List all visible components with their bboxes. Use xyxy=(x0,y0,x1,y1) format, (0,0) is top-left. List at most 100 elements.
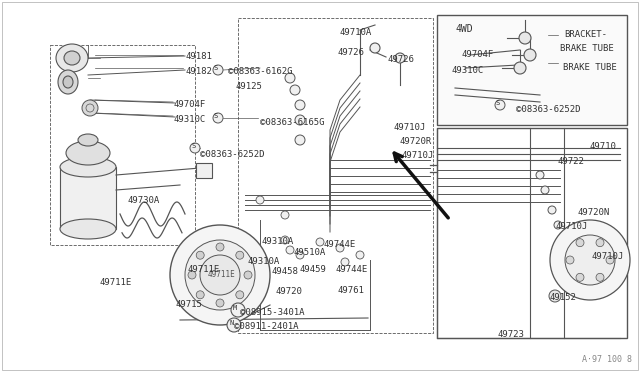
Circle shape xyxy=(196,251,204,259)
Circle shape xyxy=(227,318,241,332)
Circle shape xyxy=(356,251,364,259)
Circle shape xyxy=(596,273,604,281)
Text: 49726: 49726 xyxy=(338,48,365,57)
Ellipse shape xyxy=(82,100,98,116)
Bar xyxy=(196,163,212,178)
Ellipse shape xyxy=(56,44,88,72)
Text: 49310A: 49310A xyxy=(261,237,293,246)
Circle shape xyxy=(536,171,544,179)
Circle shape xyxy=(190,143,200,153)
Text: S: S xyxy=(191,143,195,149)
Text: 49152: 49152 xyxy=(549,293,576,302)
Ellipse shape xyxy=(60,219,116,239)
Circle shape xyxy=(281,236,289,244)
Circle shape xyxy=(290,85,300,95)
Text: S: S xyxy=(214,65,218,71)
Ellipse shape xyxy=(58,70,78,94)
Circle shape xyxy=(296,251,304,259)
Circle shape xyxy=(341,258,349,266)
Text: 49710J: 49710J xyxy=(402,151,435,160)
Text: 49726: 49726 xyxy=(388,55,415,64)
Circle shape xyxy=(336,244,344,252)
Circle shape xyxy=(286,246,294,254)
Text: ©08363-6252D: ©08363-6252D xyxy=(200,150,264,159)
Text: S: S xyxy=(214,113,218,119)
Circle shape xyxy=(295,100,305,110)
Text: ©08363-6252D: ©08363-6252D xyxy=(516,105,580,114)
Text: N: N xyxy=(229,320,233,326)
Ellipse shape xyxy=(60,157,116,177)
Text: ©08911-2401A: ©08911-2401A xyxy=(234,322,298,331)
Text: 49730A: 49730A xyxy=(128,196,160,205)
Text: A·97 100 8: A·97 100 8 xyxy=(582,355,632,364)
Ellipse shape xyxy=(78,134,98,146)
Text: 49722: 49722 xyxy=(558,157,585,166)
Text: BRACKET-: BRACKET- xyxy=(564,30,607,39)
Text: 49744E: 49744E xyxy=(323,240,355,249)
Circle shape xyxy=(216,299,224,307)
Text: S: S xyxy=(496,100,500,106)
Circle shape xyxy=(576,273,584,281)
Circle shape xyxy=(200,255,240,295)
Text: 49720R: 49720R xyxy=(400,137,432,146)
Text: 49720N: 49720N xyxy=(577,208,609,217)
Ellipse shape xyxy=(64,51,80,65)
Circle shape xyxy=(256,196,264,204)
Circle shape xyxy=(285,73,295,83)
Text: 49723: 49723 xyxy=(498,330,525,339)
Circle shape xyxy=(524,49,536,61)
Circle shape xyxy=(236,291,244,299)
Circle shape xyxy=(565,235,615,285)
Bar xyxy=(60,167,116,229)
Text: 49711E: 49711E xyxy=(100,278,132,287)
Circle shape xyxy=(295,115,305,125)
Text: 49310C: 49310C xyxy=(174,115,206,124)
Text: 49458: 49458 xyxy=(271,267,298,276)
Circle shape xyxy=(196,291,204,299)
Text: 4WD: 4WD xyxy=(455,24,472,34)
Ellipse shape xyxy=(66,141,110,165)
Text: 49510A: 49510A xyxy=(294,248,326,257)
Text: 49704F: 49704F xyxy=(174,100,206,109)
Text: 49710J: 49710J xyxy=(393,123,425,132)
Circle shape xyxy=(549,290,561,302)
Text: 49710A: 49710A xyxy=(340,28,372,37)
Circle shape xyxy=(576,239,584,247)
Circle shape xyxy=(548,206,556,214)
Circle shape xyxy=(188,271,196,279)
Bar xyxy=(238,18,433,333)
Text: 49182: 49182 xyxy=(185,67,212,76)
Circle shape xyxy=(596,239,604,247)
Circle shape xyxy=(231,303,245,317)
Text: ©08363-6162G: ©08363-6162G xyxy=(228,67,292,76)
Text: 49715: 49715 xyxy=(175,300,202,309)
Text: BRAKE TUBE: BRAKE TUBE xyxy=(563,63,617,72)
Circle shape xyxy=(370,43,380,53)
Text: 49711E: 49711E xyxy=(208,270,236,279)
Circle shape xyxy=(514,62,526,74)
Circle shape xyxy=(316,238,324,246)
Circle shape xyxy=(519,32,531,44)
Ellipse shape xyxy=(63,76,73,88)
Text: 49710J: 49710J xyxy=(556,222,588,231)
Circle shape xyxy=(213,113,223,123)
Circle shape xyxy=(554,221,562,229)
Text: 49761: 49761 xyxy=(337,286,364,295)
Text: 49720: 49720 xyxy=(275,287,302,296)
Circle shape xyxy=(281,211,289,219)
Text: 49310A: 49310A xyxy=(248,257,280,266)
Circle shape xyxy=(213,65,223,75)
Text: 49181: 49181 xyxy=(185,52,212,61)
Bar xyxy=(437,128,627,338)
Text: M: M xyxy=(233,305,237,311)
Bar xyxy=(50,45,195,245)
Text: 49710: 49710 xyxy=(590,142,617,151)
Circle shape xyxy=(216,243,224,251)
Circle shape xyxy=(170,225,270,325)
Circle shape xyxy=(550,220,630,300)
Text: 49310C: 49310C xyxy=(452,66,484,75)
Circle shape xyxy=(606,256,614,264)
Circle shape xyxy=(236,251,244,259)
Text: ©08915-3401A: ©08915-3401A xyxy=(240,308,305,317)
Text: 49711E: 49711E xyxy=(187,265,220,274)
